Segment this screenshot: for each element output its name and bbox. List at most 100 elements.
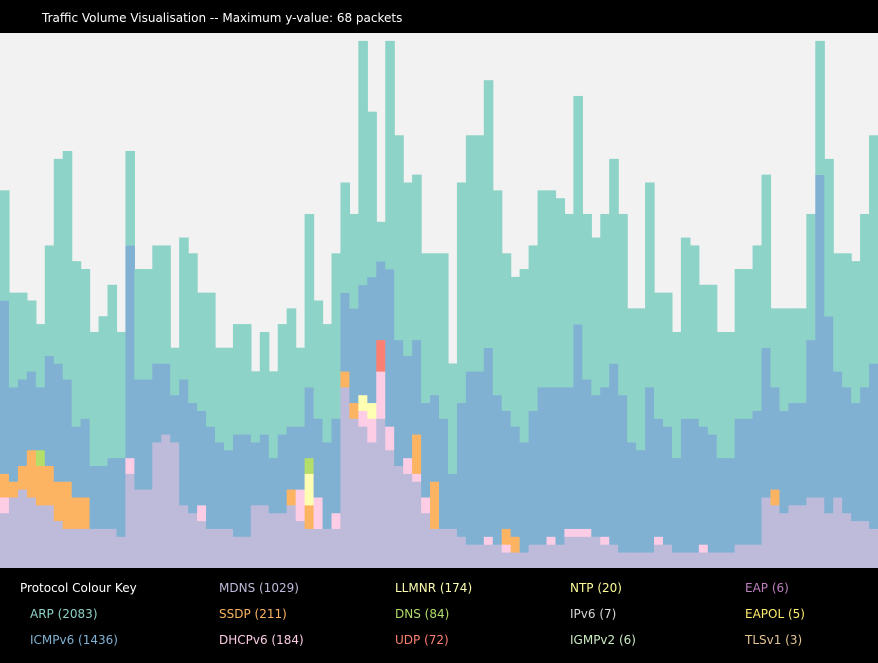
bar-segment-mdns-73 bbox=[654, 544, 664, 568]
bar-segment-mdns-63 bbox=[564, 536, 574, 568]
bar-segment-mdns-28 bbox=[250, 505, 261, 568]
bar-segment-arp-90 bbox=[806, 213, 816, 341]
bar-segment-dhcpv6-63 bbox=[564, 528, 574, 537]
bar-segment-arp-92 bbox=[824, 158, 834, 317]
bar-segment-mdns-23 bbox=[206, 528, 216, 568]
bar-segment-arp-24 bbox=[215, 347, 225, 443]
bar-segment-mdns-49 bbox=[439, 528, 449, 568]
bar-segment-arp-67 bbox=[600, 213, 610, 388]
bar-segment-mdns-32 bbox=[286, 505, 297, 568]
bar-segment-icmpv6-91 bbox=[815, 174, 825, 498]
bar-segment-arp-21 bbox=[188, 253, 198, 404]
bar-segment-ssdp-6 bbox=[53, 481, 64, 522]
bar-segment-mdns-60 bbox=[537, 544, 548, 568]
bar-segment-mdns-39 bbox=[349, 418, 359, 568]
bar-segment-icmpv6-66 bbox=[591, 394, 601, 537]
bar-segment-icmpv6-73 bbox=[654, 418, 664, 537]
chart-svg bbox=[0, 40, 878, 568]
bar-segment-arp-65 bbox=[582, 213, 592, 380]
bar-segment-ssdp-57 bbox=[510, 536, 521, 553]
bar-segment-icmpv6-16 bbox=[143, 379, 153, 490]
bar-segment-icmpv6-9 bbox=[80, 418, 91, 498]
legend-title: Protocol Colour Key bbox=[20, 581, 137, 595]
bar-segment-arp-78 bbox=[698, 284, 709, 427]
bar-segment-icmpv6-25 bbox=[223, 449, 234, 529]
bar-segment-icmpv6-75 bbox=[671, 457, 682, 553]
bar-segment-arp-48 bbox=[430, 253, 440, 396]
bar-segment-icmpv6-48 bbox=[430, 394, 440, 482]
bar-segment-arp-93 bbox=[833, 253, 843, 372]
bar-segment-arp-37 bbox=[331, 253, 342, 419]
bar-segment-icmpv6-70 bbox=[627, 442, 637, 553]
bar-segment-mdns-78 bbox=[698, 552, 709, 568]
bar-segment-mdns-66 bbox=[591, 536, 601, 568]
bar-segment-mdns-26 bbox=[232, 536, 243, 568]
legend-item: SSDP (211) bbox=[219, 607, 287, 621]
bar-segment-dns-4 bbox=[35, 449, 46, 467]
bar-segment-arp-32 bbox=[286, 308, 297, 427]
bar-segment-llmnr-34 bbox=[304, 473, 315, 506]
bar-segment-dhcpv6-46 bbox=[412, 473, 422, 482]
bar-segment-mdns-95 bbox=[851, 520, 861, 568]
bar-segment-arp-70 bbox=[627, 308, 637, 443]
bar-segment-icmpv6-46 bbox=[412, 339, 422, 435]
bar-segment-mdns-54 bbox=[483, 544, 494, 568]
bar-segment-icmpv6-0 bbox=[0, 300, 10, 474]
bar-segment-icmpv6-55 bbox=[492, 394, 503, 545]
bar-segment-mdns-52 bbox=[465, 544, 476, 568]
bar-segment-mdns-83 bbox=[743, 544, 754, 568]
bar-segment-dhcpv6-0 bbox=[0, 497, 10, 514]
bar-segment-arp-79 bbox=[707, 284, 718, 435]
bar-segment-dhcpv6-73 bbox=[654, 536, 664, 545]
bar-segment-icmpv6-69 bbox=[618, 394, 628, 553]
bar-segment-arp-94 bbox=[842, 253, 852, 388]
bar-segment-mdns-31 bbox=[277, 512, 288, 568]
bar-segment-arp-0 bbox=[0, 190, 10, 301]
bar-segment-arp-55 bbox=[492, 190, 503, 396]
bar-segment-udp-42 bbox=[376, 339, 386, 372]
bar-segment-ssdp-3 bbox=[26, 449, 37, 498]
bar-segment-mdns-37 bbox=[331, 528, 342, 568]
bar-segment-icmpv6-36 bbox=[322, 442, 333, 529]
bar-segment-arp-4 bbox=[35, 324, 46, 388]
bar-segment-icmpv6-80 bbox=[716, 457, 727, 553]
bar-segment-arp-46 bbox=[412, 174, 422, 341]
legend-item: EAPOL (5) bbox=[745, 607, 805, 621]
bar-segment-arp-27 bbox=[241, 324, 252, 435]
bar-segment-icmpv6-72 bbox=[645, 387, 655, 553]
bar-segment-arp-66 bbox=[591, 237, 601, 396]
bar-segment-icmpv6-58 bbox=[519, 442, 530, 553]
bar-segment-icmpv6-34 bbox=[304, 387, 315, 459]
bar-segment-arp-43 bbox=[385, 40, 395, 270]
bar-segment-arp-77 bbox=[689, 245, 700, 419]
bar-segment-mdns-20 bbox=[179, 505, 189, 568]
bar-segment-icmpv6-42 bbox=[376, 261, 386, 341]
bar-segment-mdns-89 bbox=[797, 505, 807, 568]
bar-segment-icmpv6-64 bbox=[573, 324, 583, 529]
legend-item: ICMPv6 (1436) bbox=[30, 633, 118, 647]
bar-segment-dhcpv6-43 bbox=[385, 426, 395, 451]
bar-segment-mdns-8 bbox=[71, 528, 82, 568]
bar-segment-arp-81 bbox=[725, 331, 736, 459]
bar-segment-dhcpv6-14 bbox=[125, 457, 135, 474]
bar-segment-arp-54 bbox=[483, 80, 494, 349]
bar-segment-icmpv6-96 bbox=[860, 387, 870, 522]
bar-segment-ssdp-46 bbox=[412, 434, 422, 474]
bar-segment-arp-97 bbox=[869, 135, 878, 364]
bar-segment-mdns-45 bbox=[403, 473, 413, 568]
bar-segment-icmpv6-77 bbox=[689, 418, 700, 553]
legend-item: UDP (72) bbox=[395, 633, 449, 647]
bar-segment-arp-10 bbox=[89, 331, 100, 467]
bar-segment-mdns-82 bbox=[734, 544, 745, 568]
bar-segment-mdns-10 bbox=[89, 528, 100, 568]
bar-segment-mdns-56 bbox=[501, 552, 512, 568]
bar-segment-mdns-3 bbox=[26, 497, 37, 568]
bar-segment-dhcpv6-35 bbox=[313, 497, 324, 529]
bars-group bbox=[0, 40, 878, 568]
bar-segment-icmpv6-56 bbox=[501, 410, 512, 529]
bar-segment-icmpv6-76 bbox=[680, 418, 691, 553]
bar-segment-icmpv6-87 bbox=[779, 410, 790, 514]
bar-segment-icmpv6-20 bbox=[179, 379, 189, 506]
bar-segment-mdns-4 bbox=[35, 505, 46, 568]
bar-segment-arp-84 bbox=[752, 245, 763, 411]
